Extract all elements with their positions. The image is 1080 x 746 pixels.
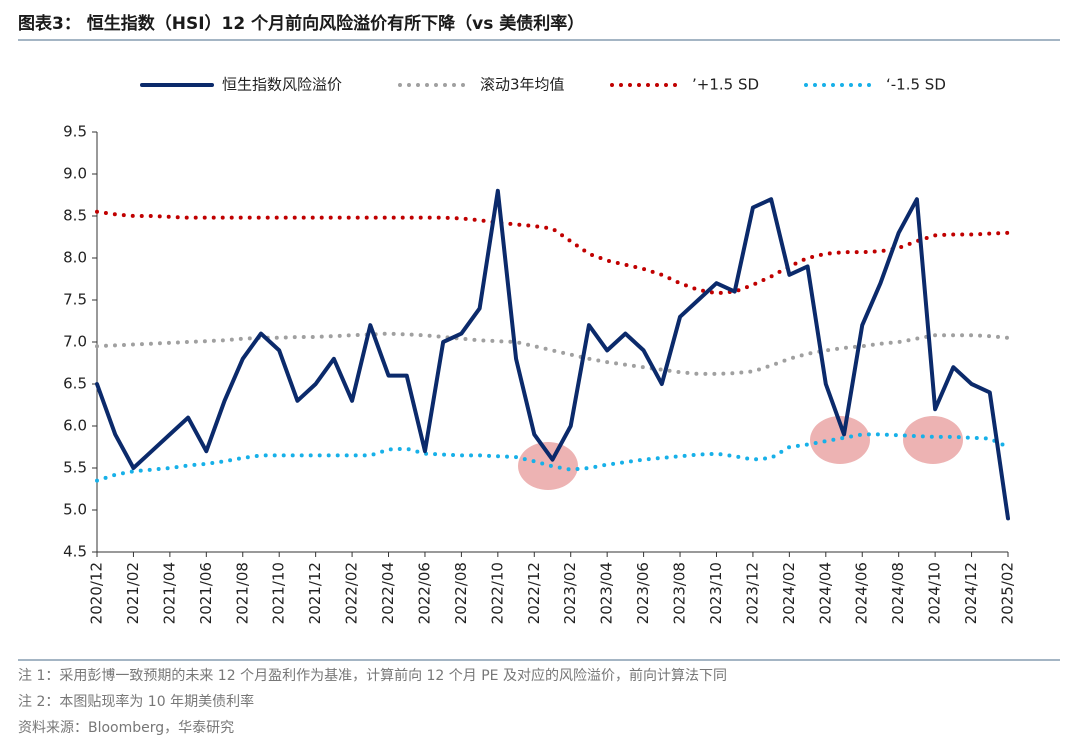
x-tick-label: 2024/04 bbox=[816, 562, 834, 624]
y-tick-label: 4.5 bbox=[63, 543, 87, 561]
x-tick-label: 2020/12 bbox=[88, 562, 106, 624]
x-tick-label: 2021/08 bbox=[233, 562, 251, 624]
x-tick-label: 2022/08 bbox=[452, 562, 470, 624]
series-line bbox=[95, 188, 1010, 521]
y-tick-label: 5.0 bbox=[63, 501, 87, 519]
x-tick-label: 2022/06 bbox=[415, 562, 433, 624]
x-tick-label: 2022/02 bbox=[343, 562, 361, 624]
y-tick-label: 7.5 bbox=[63, 291, 87, 309]
y-tick-label: 8.0 bbox=[63, 249, 87, 267]
x-tick-label: 2021/10 bbox=[270, 562, 288, 624]
y-tick-label: 6.0 bbox=[63, 417, 87, 435]
x-tick-label: 2023/08 bbox=[671, 562, 689, 624]
x-tick-label: 2024/12 bbox=[962, 562, 980, 624]
series-line bbox=[95, 331, 1010, 376]
x-tick-label: 2023/02 bbox=[561, 562, 579, 624]
highlight bbox=[903, 416, 963, 464]
chart-title: 图表3： 恒生指数（HSI）12 个月前向风险溢价有所下降（vs 美债利率） bbox=[18, 13, 584, 34]
note: 注 2：本图贴现率为 10 年期美债利率 bbox=[18, 693, 254, 710]
y-tick-label: 5.5 bbox=[63, 459, 87, 477]
y-tick-label: 9.0 bbox=[63, 165, 87, 183]
x-tick-label: 2021/06 bbox=[197, 562, 215, 624]
x-tick-label: 2022/12 bbox=[525, 562, 543, 624]
x-tick-label: 2023/06 bbox=[634, 562, 652, 624]
note: 注 1：采用彭博一致预期的未来 12 个月盈利作为基准，计算前向 12 个月 P… bbox=[18, 667, 727, 684]
x-tick-label: 2025/02 bbox=[999, 562, 1017, 624]
legend-label: 滚动3年均值 bbox=[480, 76, 565, 94]
y-tick-label: 6.5 bbox=[63, 375, 87, 393]
highlight bbox=[518, 442, 578, 490]
x-tick-label: 2022/04 bbox=[379, 562, 397, 624]
y-tick-label: 7.0 bbox=[63, 333, 87, 351]
legend-label: ’+1.5 SD bbox=[692, 76, 759, 94]
x-tick-label: 2024/06 bbox=[853, 562, 871, 624]
y-tick-label: 8.5 bbox=[63, 207, 87, 225]
x-tick-label: 2022/10 bbox=[488, 562, 506, 624]
series-line bbox=[95, 209, 1010, 296]
x-tick-label: 2021/04 bbox=[160, 562, 178, 624]
x-tick-label: 2024/02 bbox=[780, 562, 798, 624]
x-tick-label: 2024/08 bbox=[889, 562, 907, 624]
x-tick-label: 2023/04 bbox=[598, 562, 616, 624]
y-tick-label: 9.5 bbox=[63, 123, 87, 141]
x-tick-label: 2023/10 bbox=[707, 562, 725, 624]
highlight bbox=[810, 416, 870, 464]
x-tick-label: 2021/02 bbox=[124, 562, 142, 624]
legend-label: ‘-1.5 SD bbox=[886, 76, 946, 94]
legend-label: 恒生指数风险溢价 bbox=[222, 76, 342, 94]
x-tick-label: 2024/10 bbox=[926, 562, 944, 624]
x-tick-label: 2021/12 bbox=[306, 562, 324, 624]
series-line bbox=[95, 432, 1010, 483]
source: 资料来源：Bloomberg，华泰研究 bbox=[18, 720, 234, 736]
x-tick-label: 2023/12 bbox=[743, 562, 761, 624]
